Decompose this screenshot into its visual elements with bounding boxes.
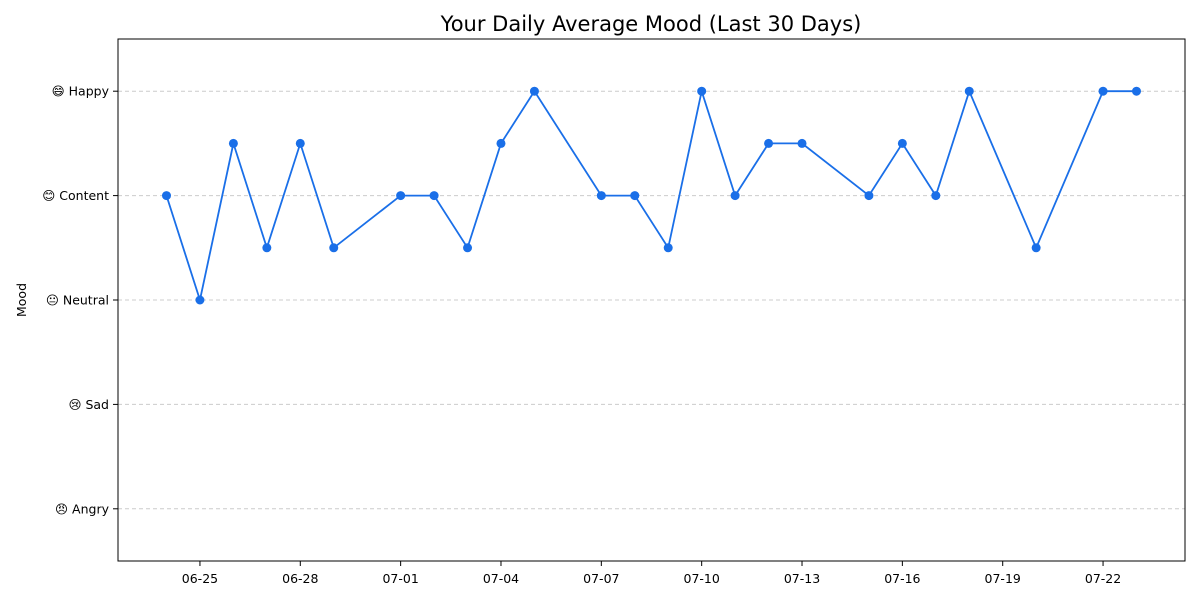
data-point bbox=[864, 191, 874, 201]
data-point bbox=[329, 243, 339, 253]
y-tick-label: 😊 Content bbox=[42, 188, 109, 203]
data-point bbox=[931, 191, 941, 201]
plot-frame bbox=[117, 38, 1186, 562]
series-layer bbox=[162, 86, 1141, 305]
data-point bbox=[797, 138, 807, 148]
y-tick-label: 😢 Sad bbox=[68, 397, 109, 412]
grid-layer bbox=[118, 90, 1185, 510]
data-point bbox=[730, 191, 740, 201]
data-point bbox=[228, 138, 238, 148]
x-axis: 06-25 06-28 07-01 07-04 07-07 07-10 07-13 07-16… bbox=[182, 561, 1121, 586]
y-axis-label: Mood bbox=[14, 283, 29, 317]
data-point bbox=[162, 191, 171, 201]
data-point bbox=[1098, 86, 1108, 96]
data-point bbox=[897, 138, 907, 148]
x-tick-label: 06-25 bbox=[182, 571, 218, 586]
data-point bbox=[529, 86, 539, 96]
data-point bbox=[429, 191, 439, 201]
y-tick-label: 😄 Happy bbox=[52, 84, 110, 99]
data-point bbox=[1031, 243, 1041, 253]
data-point bbox=[596, 191, 606, 201]
x-tick-label: 06-28 bbox=[282, 571, 318, 586]
x-tick-label: 07-04 bbox=[483, 571, 519, 586]
x-tick-label: 07-16 bbox=[884, 571, 920, 586]
data-point bbox=[195, 295, 205, 305]
x-tick-label: 07-10 bbox=[684, 571, 720, 586]
chart-title: Your Daily Average Mood (Last 30 Days) bbox=[440, 12, 862, 36]
y-tick-label: 😠 Angry bbox=[55, 501, 110, 516]
data-point bbox=[496, 138, 506, 148]
data-point bbox=[697, 86, 707, 96]
data-point bbox=[463, 243, 473, 253]
x-tick-label: 07-13 bbox=[784, 571, 820, 586]
y-tick-label: 😐 Neutral bbox=[46, 293, 109, 308]
data-point bbox=[630, 191, 640, 201]
data-point bbox=[1132, 86, 1141, 96]
data-point bbox=[396, 191, 406, 201]
x-tick-label: 07-19 bbox=[985, 571, 1021, 586]
x-tick-label: 07-22 bbox=[1085, 571, 1121, 586]
data-point bbox=[964, 86, 974, 96]
x-tick-label: 07-01 bbox=[382, 571, 418, 586]
x-tick-label: 07-07 bbox=[583, 571, 619, 586]
y-axis: 😠 Angry 😢 Sad 😐 Neutral 😊 Content 😄 Happy bbox=[42, 84, 118, 516]
data-point bbox=[764, 138, 774, 148]
data-point bbox=[295, 138, 305, 148]
data-point bbox=[262, 243, 272, 253]
data-point bbox=[663, 243, 673, 253]
